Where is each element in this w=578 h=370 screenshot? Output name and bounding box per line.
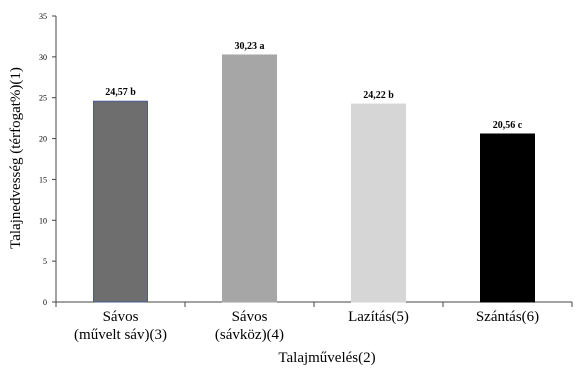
y-axis: 0 5 10 15 20 25 30 35 — [39, 12, 57, 307]
data-label: 20,56 c — [493, 120, 523, 131]
y-tick-label: 20 — [39, 135, 47, 144]
bar — [480, 133, 535, 303]
x-tick-label: Szántás(6) — [476, 309, 539, 325]
category-labels: Sávos (művelt sáv)(3) Sávos (sávköz)(4) Lazí… — [74, 309, 539, 343]
data-labels: 24,57 b 30,23 a 24,22 b 20,56 c — [105, 41, 523, 131]
y-tick-label: 15 — [39, 175, 47, 184]
bar — [222, 54, 277, 303]
x-tick-label: Sávos — [103, 309, 139, 325]
y-tick-label: 10 — [39, 216, 47, 225]
data-label: 30,23 a — [235, 41, 265, 52]
y-axis-title: Talajnedvesség (térfogat%)(1) — [8, 67, 24, 249]
x-axis-title: Talajművelés(2) — [278, 350, 375, 366]
bars — [93, 54, 535, 303]
data-label: 24,22 b — [363, 90, 394, 101]
bar — [351, 103, 406, 303]
y-tick-label: 25 — [39, 94, 47, 103]
bar — [93, 100, 148, 303]
y-tick-label: 0 — [43, 298, 47, 307]
x-axis — [55, 301, 573, 307]
data-label: 24,57 b — [105, 87, 136, 98]
y-tick-label: 5 — [43, 257, 47, 266]
x-tick-label: Lazítás(5) — [348, 309, 409, 325]
x-tick-label: Sávos — [232, 309, 268, 325]
x-tick-label: (sávköz)(4) — [215, 327, 284, 343]
y-tick-label: 30 — [39, 53, 47, 62]
x-tick-label: (művelt sáv)(3) — [74, 327, 167, 343]
y-tick-label: 35 — [39, 12, 47, 21]
